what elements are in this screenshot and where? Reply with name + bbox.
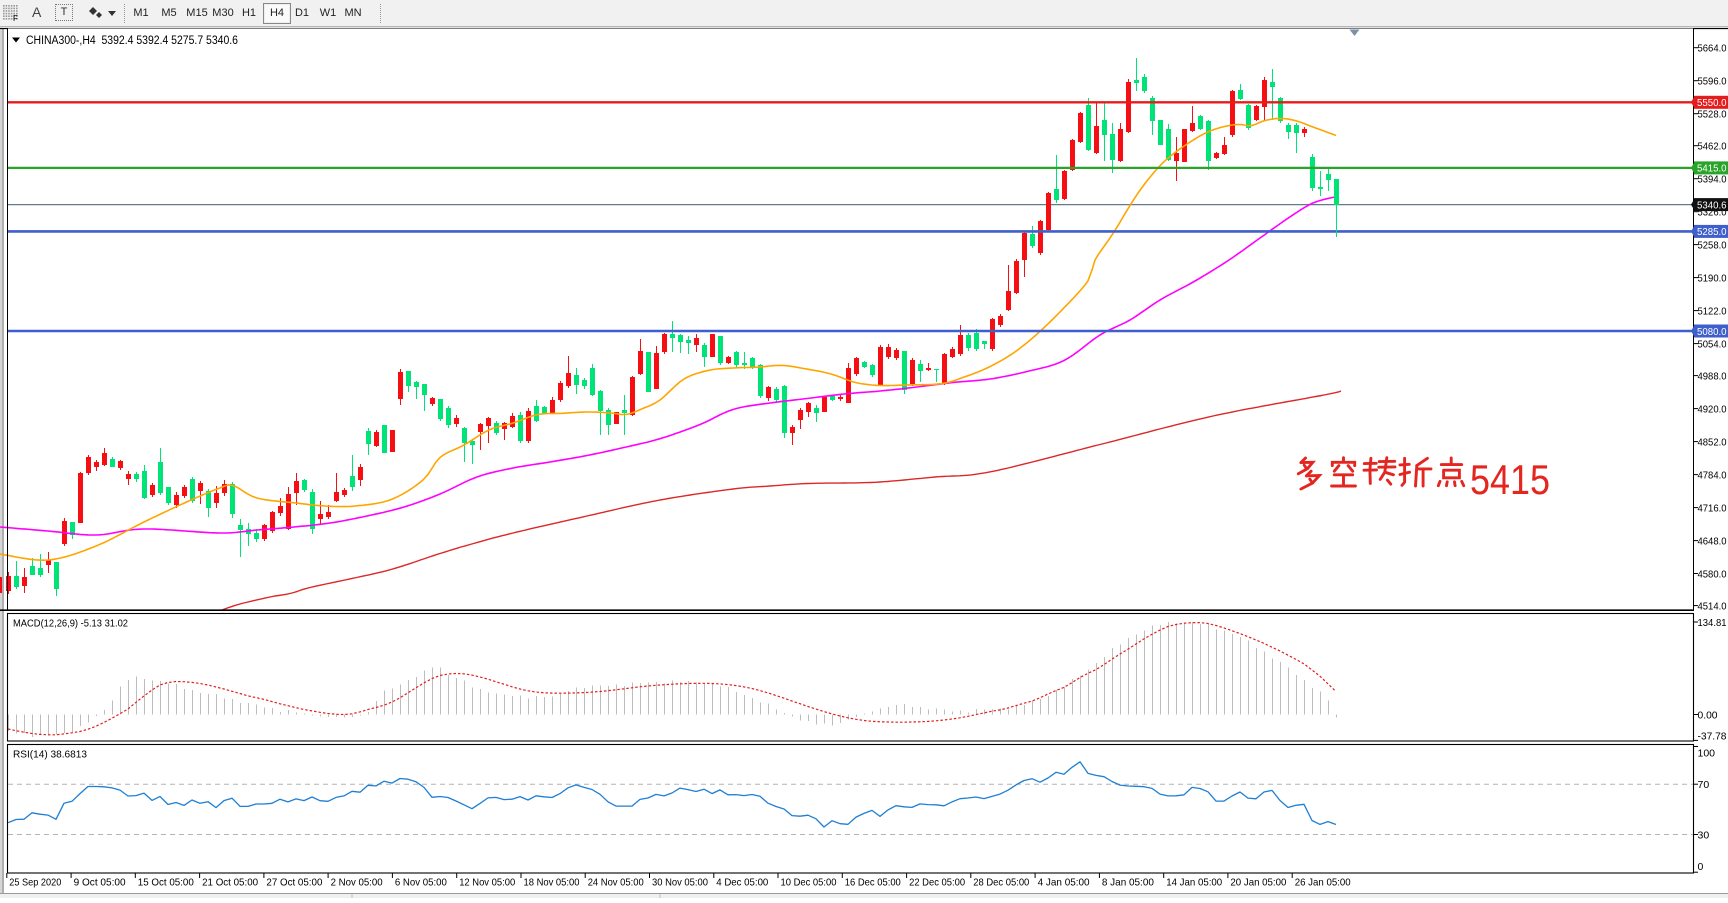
svg-text:5190.0: 5190.0 <box>1698 272 1727 284</box>
svg-text:5394.0: 5394.0 <box>1698 174 1727 186</box>
svg-text:4580.0: 4580.0 <box>1698 568 1727 580</box>
svg-text:5054.0: 5054.0 <box>1698 338 1727 350</box>
svg-text:CHINA300-,H4 5392.4 5392.4 52: CHINA300-,H4 5392.4 5392.4 5275.7 5340.6 <box>26 35 238 47</box>
svg-text:4 Jan 05:00: 4 Jan 05:00 <box>1038 878 1090 889</box>
svg-text:24 Nov 05:00: 24 Nov 05:00 <box>588 878 644 889</box>
svg-text:5080.0: 5080.0 <box>1697 326 1727 338</box>
svg-text:5415.0: 5415.0 <box>1697 163 1727 175</box>
svg-text:4514.0: 4514.0 <box>1698 600 1727 612</box>
svg-text:134.81: 134.81 <box>1698 617 1727 629</box>
svg-text:0: 0 <box>1698 861 1704 873</box>
svg-text:4988.0: 4988.0 <box>1698 370 1727 382</box>
svg-text:16 Dec 05:00: 16 Dec 05:00 <box>845 878 901 889</box>
svg-text:MACD(12,26,9) -5.13 31.02: MACD(12,26,9) -5.13 31.02 <box>13 618 128 630</box>
svg-text:21 Oct 05:00: 21 Oct 05:00 <box>202 878 258 889</box>
svg-text:5340.6: 5340.6 <box>1697 199 1727 211</box>
svg-text:14 Jan 05:00: 14 Jan 05:00 <box>1166 878 1222 889</box>
svg-text:4 Dec 05:00: 4 Dec 05:00 <box>716 878 768 889</box>
svg-text:22 Dec 05:00: 22 Dec 05:00 <box>909 878 965 889</box>
svg-text:5596.0: 5596.0 <box>1698 76 1727 88</box>
svg-text:4920.0: 4920.0 <box>1698 403 1727 415</box>
svg-text:30: 30 <box>1698 829 1710 841</box>
svg-text:5462.0: 5462.0 <box>1698 141 1727 153</box>
svg-text:5258.0: 5258.0 <box>1698 239 1727 251</box>
svg-text:28 Dec 05:00: 28 Dec 05:00 <box>973 878 1029 889</box>
svg-text:-37.78: -37.78 <box>1698 730 1727 742</box>
svg-text:30 Nov 05:00: 30 Nov 05:00 <box>652 878 708 889</box>
svg-text:2 Nov 05:00: 2 Nov 05:00 <box>331 878 383 889</box>
svg-text:5122.0: 5122.0 <box>1698 305 1727 317</box>
svg-text:5550.0: 5550.0 <box>1697 97 1727 109</box>
svg-text:5415: 5415 <box>1470 456 1550 503</box>
svg-text:100: 100 <box>1698 747 1716 759</box>
svg-text:27 Oct 05:00: 27 Oct 05:00 <box>266 878 322 889</box>
svg-text:20 Jan 05:00: 20 Jan 05:00 <box>1230 878 1286 889</box>
svg-text:6 Nov 05:00: 6 Nov 05:00 <box>395 878 447 889</box>
svg-text:4852.0: 4852.0 <box>1698 436 1727 448</box>
svg-text:70: 70 <box>1698 779 1710 791</box>
svg-text:F: F <box>13 14 18 22</box>
svg-text:5664.0: 5664.0 <box>1698 43 1727 55</box>
svg-text:4784.0: 4784.0 <box>1698 469 1727 481</box>
svg-text:10 Dec 05:00: 10 Dec 05:00 <box>781 878 837 889</box>
svg-text:9 Oct 05:00: 9 Oct 05:00 <box>74 878 126 889</box>
svg-text:8 Jan 05:00: 8 Jan 05:00 <box>1102 878 1154 889</box>
svg-text:18 Nov 05:00: 18 Nov 05:00 <box>524 878 580 889</box>
svg-text:5285.0: 5285.0 <box>1697 226 1727 238</box>
svg-text:5528.0: 5528.0 <box>1698 109 1727 121</box>
svg-text:25 Sep 2020: 25 Sep 2020 <box>9 878 61 889</box>
svg-text:RSI(14) 38.6813: RSI(14) 38.6813 <box>13 749 87 761</box>
svg-text:4716.0: 4716.0 <box>1698 502 1727 514</box>
svg-text:15 Oct 05:00: 15 Oct 05:00 <box>138 878 194 889</box>
svg-text:26 Jan 05:00: 26 Jan 05:00 <box>1295 878 1351 889</box>
svg-text:12 Nov 05:00: 12 Nov 05:00 <box>459 878 515 889</box>
svg-text:0.00: 0.00 <box>1698 709 1718 721</box>
svg-text:4648.0: 4648.0 <box>1698 535 1727 547</box>
